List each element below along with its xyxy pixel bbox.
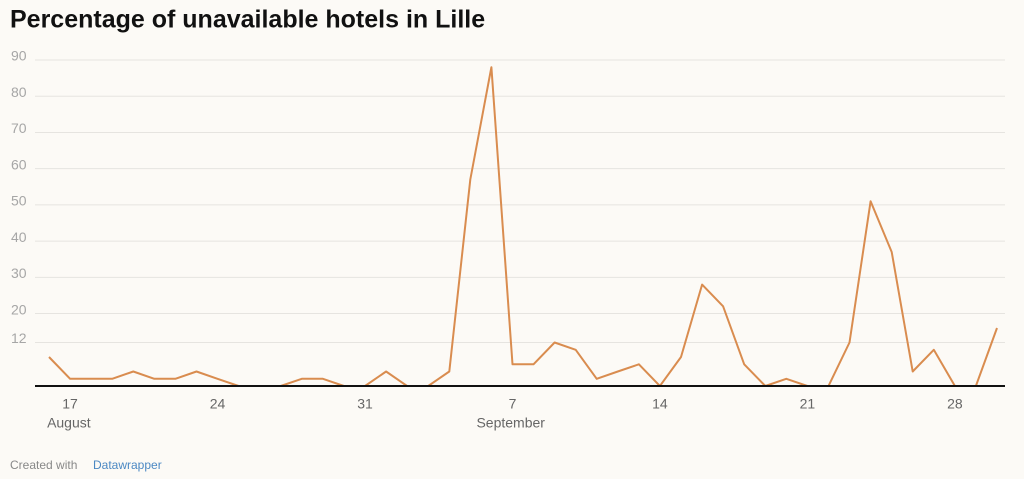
chart-title: Percentage of unavailable hotels in Lill… xyxy=(10,6,485,34)
y-tick-label: 80 xyxy=(11,84,27,100)
month-label: August xyxy=(47,415,91,431)
x-tick-label: 28 xyxy=(947,396,963,412)
footer-link[interactable]: Datawrapper xyxy=(93,458,162,472)
x-tick-label: 21 xyxy=(800,396,816,412)
y-tick-label: 90 xyxy=(11,48,27,64)
footer-text: Created with xyxy=(10,458,77,472)
x-tick-label: 24 xyxy=(210,396,226,412)
y-tick-label: 30 xyxy=(11,265,27,281)
y-tick-label: 70 xyxy=(11,120,27,136)
x-tick-label: 14 xyxy=(652,396,668,412)
data-line xyxy=(48,66,998,387)
y-tick-label: 12 xyxy=(11,330,27,346)
y-tick-label: 50 xyxy=(11,193,27,209)
x-tick-label: 17 xyxy=(62,396,78,412)
y-tick-label: 20 xyxy=(11,301,27,317)
y-tick-label: 60 xyxy=(11,156,27,172)
y-tick-label: 40 xyxy=(11,229,27,245)
x-tick-label: 31 xyxy=(357,396,373,412)
x-tick-label: 7 xyxy=(509,396,517,412)
month-label: September xyxy=(476,415,545,431)
